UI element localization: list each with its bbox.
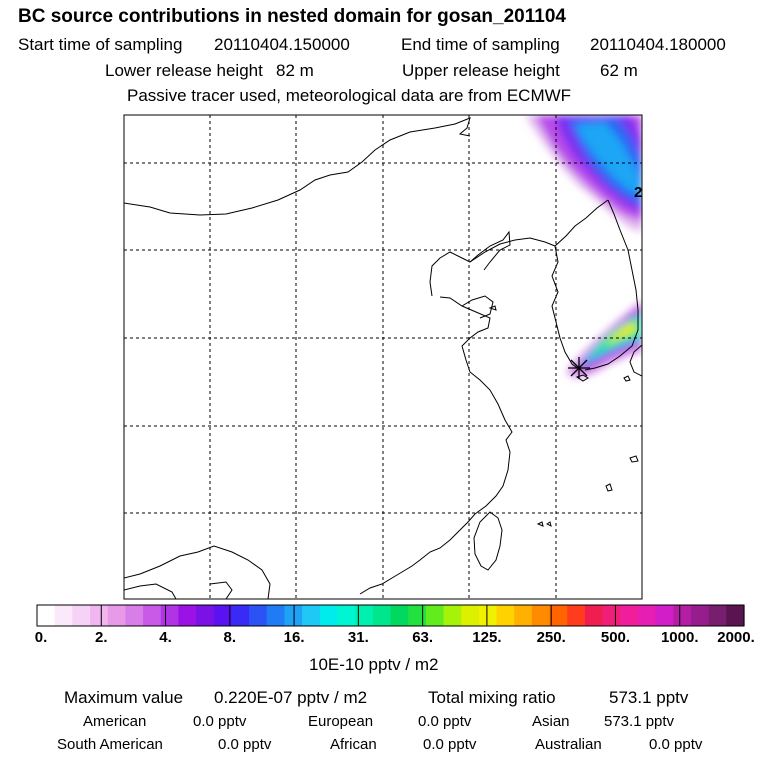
colorbar-cell bbox=[319, 605, 339, 626]
colorbar-unit: 10E-10 pptv / m2 bbox=[309, 655, 439, 674]
region-name: South American bbox=[57, 736, 163, 753]
region-name: Australian bbox=[535, 736, 602, 753]
colorbar-cell bbox=[249, 605, 268, 626]
lower-height-value: 82 m bbox=[276, 61, 314, 80]
colorbar-cell bbox=[408, 605, 427, 626]
colorbar-cell bbox=[478, 605, 498, 626]
colorbar-tick-label: 63. bbox=[412, 629, 434, 646]
colorbar-tick-label: 125. bbox=[472, 629, 502, 646]
start-time-label: Start time of sampling bbox=[18, 35, 183, 54]
plume-northeast bbox=[525, 115, 642, 232]
colorbar-tick-label: 2. bbox=[95, 629, 108, 646]
colorbar-cell bbox=[620, 605, 639, 626]
total-mixing-value: 573.1 pptv bbox=[609, 688, 689, 707]
colorbar-cell bbox=[443, 605, 462, 626]
colorbar-cell bbox=[425, 605, 445, 626]
colorbar-cell bbox=[726, 605, 745, 626]
lower-height-label: Lower release height bbox=[105, 61, 263, 80]
colorbar-cell bbox=[690, 605, 710, 626]
region-value: 573.1 pptv bbox=[604, 713, 675, 730]
colorbar-tick-label: 500. bbox=[600, 629, 631, 646]
region-value: 0.0 pptv bbox=[423, 736, 477, 753]
plume-korea bbox=[566, 300, 642, 378]
colorbar-cell bbox=[337, 605, 356, 626]
upper-height-label: Upper release height bbox=[402, 61, 560, 80]
start-time-value: 20110404.150000 bbox=[214, 35, 350, 54]
colorbar-cell bbox=[196, 605, 215, 626]
upper-height-value: 62 m bbox=[600, 61, 638, 80]
end-time-label: End time of sampling bbox=[401, 35, 560, 54]
colorbar-cell bbox=[72, 605, 91, 626]
colorbar-tick-label: 4. bbox=[159, 629, 172, 646]
colorbar-cell bbox=[673, 605, 692, 626]
colorbar-cell bbox=[584, 605, 604, 626]
colorbar-cell bbox=[567, 605, 586, 626]
colorbar-cell bbox=[461, 605, 480, 626]
colorbar-cell bbox=[125, 605, 144, 626]
colorbar-cell bbox=[231, 605, 250, 626]
region-value: 0.0 pptv bbox=[193, 713, 247, 730]
colorbar-frame bbox=[36, 604, 745, 627]
colorbar-cell bbox=[355, 605, 374, 626]
colorbar-tick-label: 16. bbox=[283, 629, 305, 646]
colorbar-tick-label: 1000. bbox=[660, 629, 699, 646]
end-time-value: 20110404.180000 bbox=[590, 35, 726, 54]
colorbar-cell bbox=[266, 605, 286, 626]
colorbar-cell bbox=[302, 605, 321, 626]
colorbar-cell bbox=[637, 605, 657, 626]
colorbar-cell bbox=[178, 605, 197, 626]
colorbar-cell bbox=[90, 605, 109, 626]
colorbar-cell bbox=[284, 605, 303, 626]
colorbar-cell bbox=[708, 605, 727, 626]
colorbar-cell bbox=[514, 605, 533, 626]
colorbar-cell bbox=[160, 605, 180, 626]
colorbar-tick-label: 250. bbox=[536, 629, 566, 646]
colorbar-cell bbox=[143, 605, 162, 626]
colorbar-cell bbox=[496, 605, 515, 626]
coastlines bbox=[124, 117, 642, 599]
total-mixing-label: Total mixing ratio bbox=[428, 688, 556, 707]
colorbar-tick-label: 31. bbox=[347, 629, 369, 646]
tracer-note: Passive tracer used, meteorological data… bbox=[127, 86, 572, 105]
receptor-marker bbox=[568, 357, 590, 379]
colorbar-cell bbox=[213, 605, 233, 626]
colorbar-cell bbox=[390, 605, 409, 626]
region-name: European bbox=[308, 713, 374, 730]
colorbar-cell bbox=[602, 605, 621, 626]
colorbar-cell bbox=[655, 605, 674, 626]
colorbar-cell bbox=[54, 605, 73, 626]
contour-label: 2 bbox=[634, 184, 642, 201]
colorbar-tick-label: 8. bbox=[223, 629, 237, 646]
region-value: 0.0 pptv bbox=[418, 713, 472, 730]
region-name: Asian bbox=[532, 713, 570, 730]
map-frame bbox=[123, 114, 643, 600]
region-name: American bbox=[83, 713, 147, 730]
colorbar-tick-label: 0. bbox=[34, 629, 48, 646]
region-name: African bbox=[330, 736, 377, 753]
colorbar-tick-label: 2000. bbox=[717, 629, 755, 646]
region-value: 0.0 pptv bbox=[649, 736, 703, 753]
lat-lon-grid bbox=[124, 115, 642, 599]
max-value: 0.220E-07 pptv / m2 bbox=[214, 688, 368, 707]
region-value: 0.0 pptv bbox=[218, 736, 272, 753]
colorbar-cell bbox=[37, 605, 56, 626]
colorbar-cell bbox=[372, 605, 392, 626]
max-value-label: Maximum value bbox=[64, 688, 184, 707]
colorbar-cell bbox=[531, 605, 551, 626]
colorbar-cell bbox=[107, 605, 126, 626]
colorbar-cell bbox=[549, 605, 568, 626]
plot-title: BC source contributions in nested domain… bbox=[18, 6, 566, 27]
